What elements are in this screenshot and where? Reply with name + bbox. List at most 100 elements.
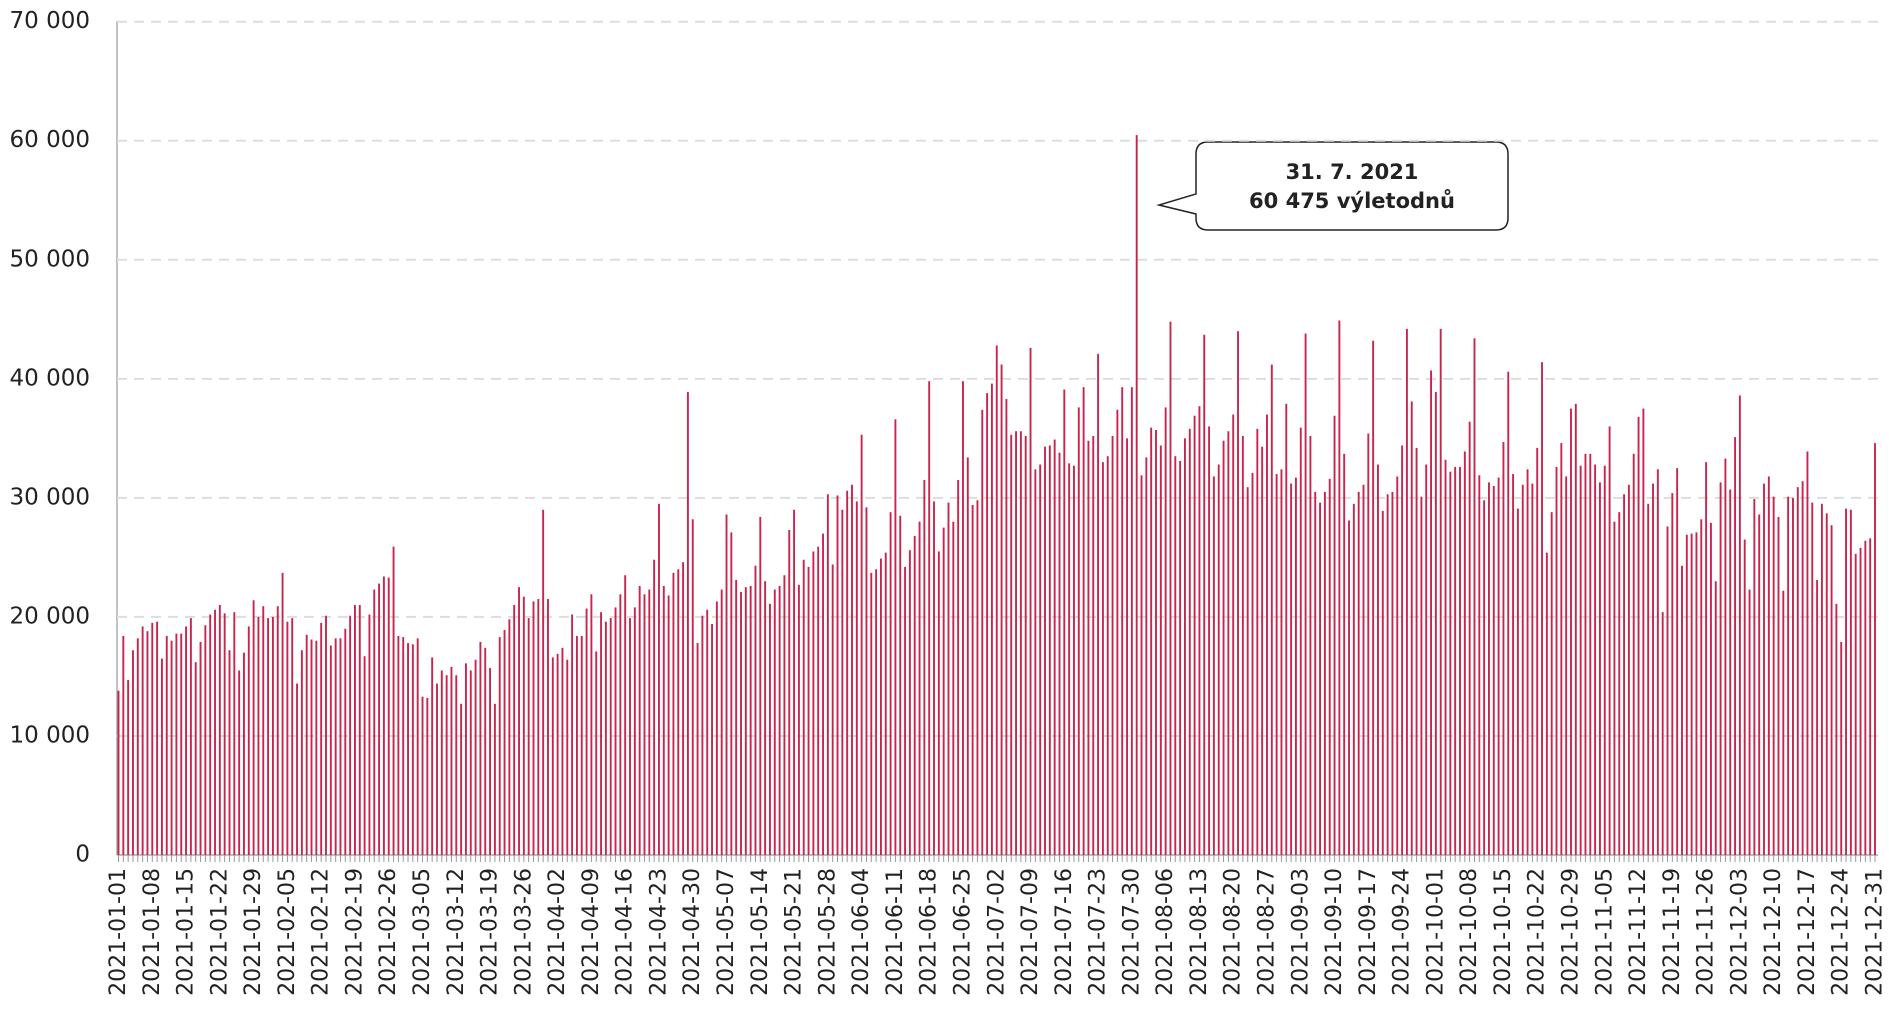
bar (995, 345, 998, 855)
bar (831, 564, 834, 855)
bar (1212, 476, 1215, 855)
bar (551, 657, 554, 855)
x-tick-label: 2021-01-08 (140, 868, 165, 996)
bar (648, 589, 651, 855)
bar (122, 635, 125, 855)
bar (1608, 426, 1611, 855)
bar (1328, 478, 1331, 855)
bar (1063, 389, 1066, 855)
annotation-date: 31. 7. 2021 (1286, 160, 1419, 184)
bar (1738, 395, 1741, 855)
bar (884, 552, 887, 855)
bar (855, 501, 858, 855)
bar (1869, 538, 1872, 855)
x-tick-label: 2021-04-23 (646, 868, 671, 996)
bar (1705, 462, 1708, 855)
x-tick-label: 2021-12-17 (1795, 868, 1820, 996)
bar (1241, 435, 1244, 855)
bar (1792, 497, 1794, 855)
bar (1039, 464, 1042, 855)
bar (262, 606, 265, 855)
bar (1497, 477, 1500, 855)
bar (889, 512, 892, 855)
bar (1623, 494, 1626, 855)
annotation-value: 60 475 výletodnů (1249, 189, 1455, 213)
bar (1806, 451, 1809, 855)
bar (928, 381, 931, 855)
bar (1743, 539, 1746, 855)
bar (1145, 457, 1148, 855)
bar (373, 589, 376, 855)
bar (1058, 452, 1061, 855)
bar (378, 583, 381, 855)
bar (1574, 403, 1577, 855)
bar (1208, 426, 1211, 855)
bar (194, 662, 197, 855)
bar (440, 670, 443, 855)
bar (1463, 451, 1466, 855)
x-tick-label: 2021-05-07 (714, 868, 739, 996)
bar (407, 643, 409, 855)
bar (1309, 435, 1312, 855)
bar (686, 391, 689, 855)
y-tick-label: 10 000 (10, 722, 90, 748)
bar (1097, 353, 1100, 855)
bar (228, 650, 231, 855)
bar (1068, 463, 1071, 855)
bar (1420, 496, 1423, 855)
bar (1835, 603, 1838, 855)
bar (740, 591, 742, 855)
x-tick-label: 2021-06-18 (917, 868, 942, 996)
bar (1092, 435, 1095, 855)
bar (1642, 408, 1645, 855)
bar (339, 638, 342, 855)
x-tick-label: 2021-07-09 (1018, 868, 1043, 996)
bar (908, 550, 911, 855)
bar (556, 653, 559, 855)
bar (1019, 431, 1022, 855)
y-tick-label: 70 000 (10, 8, 90, 34)
bar (315, 640, 318, 855)
bar (976, 500, 979, 855)
bar (1343, 453, 1346, 855)
bar (937, 551, 940, 855)
bar (561, 647, 564, 855)
bar (1849, 509, 1852, 855)
bar (513, 605, 516, 855)
x-tick-label: 2021-09-03 (1288, 868, 1313, 996)
bar (1323, 491, 1326, 855)
bar (817, 546, 820, 855)
bar (1015, 431, 1018, 855)
bar (1024, 435, 1027, 855)
bar (942, 527, 945, 855)
bar (836, 495, 839, 855)
bar (1314, 491, 1317, 855)
x-tick-label: 2021-11-05 (1592, 868, 1617, 996)
bar (1613, 521, 1616, 855)
bar (812, 551, 815, 855)
bar (768, 603, 771, 855)
bar (754, 565, 757, 855)
x-tick-label: 2021-05-14 (748, 868, 773, 996)
bar (349, 615, 352, 855)
bar (1541, 362, 1543, 855)
bar (1193, 415, 1196, 855)
bar (865, 507, 868, 855)
bar (604, 621, 607, 855)
bar (464, 663, 467, 855)
bar (1545, 552, 1548, 855)
bar (310, 639, 313, 855)
bar (571, 614, 574, 855)
bar (1512, 474, 1515, 855)
bar (1632, 453, 1635, 855)
bar (1598, 482, 1601, 855)
bar (291, 618, 294, 855)
bar (1121, 387, 1124, 855)
bar (117, 690, 120, 855)
x-tick-label: 2021-07-23 (1086, 868, 1111, 996)
bar (1357, 491, 1360, 855)
bar (1203, 334, 1206, 855)
bar (522, 596, 525, 855)
